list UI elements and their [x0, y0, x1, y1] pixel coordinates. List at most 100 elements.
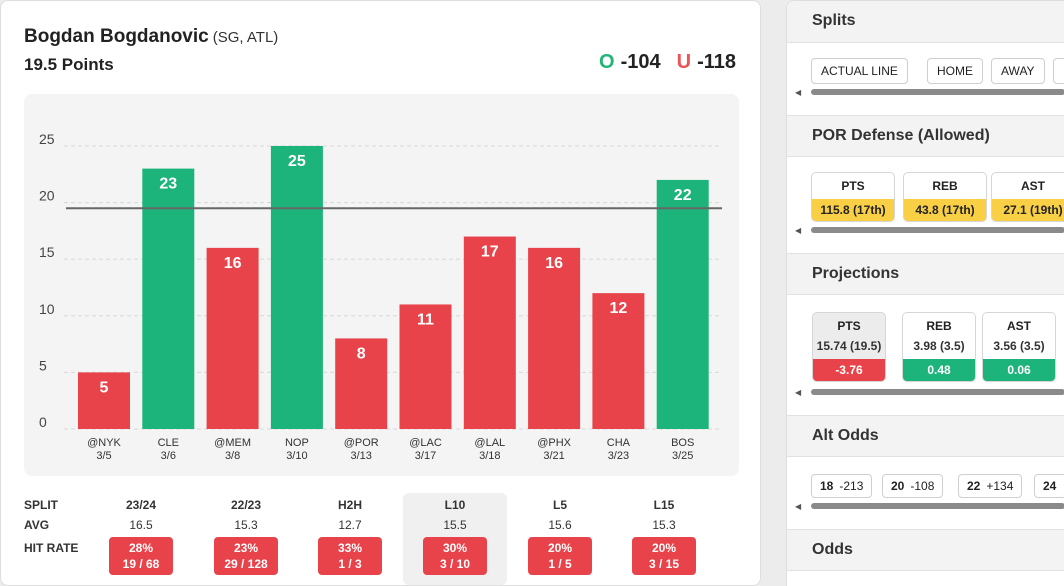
bar-value-label: 16 [545, 255, 563, 272]
projection-diff: 0.48 [903, 359, 975, 381]
defense-stat-reb[interactable]: REB 43.8 (17th) [903, 172, 987, 222]
y-tick-label: 10 [39, 301, 55, 317]
x-tick-label: CLE [158, 437, 179, 449]
bar-bos[interactable] [656, 179, 709, 429]
x-tick-date: 3/23 [608, 450, 629, 462]
splits-table: SPLIT AVG HIT RATE 23/24 16.5 28% 19 / 68 22… [24, 493, 739, 585]
away-button[interactable]: AWAY [991, 58, 1045, 84]
odds-section-header: Odds [787, 529, 1064, 571]
bar-at-lac[interactable] [399, 304, 452, 429]
scrollbar-thumb[interactable] [811, 389, 1064, 395]
hit-rate-fraction: 3 / 10 [439, 557, 471, 571]
x-tick-label: @POR [344, 437, 379, 449]
bar-cha[interactable] [592, 293, 645, 429]
prop-line-label: 19.5 Points [24, 55, 114, 74]
bar-at-phx[interactable] [528, 247, 581, 429]
split-header: 22/23 [230, 498, 262, 512]
split-avg: 15.3 [234, 518, 258, 532]
alt-line: 22 [967, 479, 981, 493]
split-column-l5[interactable]: L5 15.6 20% 1 / 5 [508, 493, 612, 585]
defense-stat-label: AST [1021, 179, 1045, 193]
bar-value-label: 25 [288, 153, 306, 170]
over-icon: O [599, 51, 615, 73]
under-odds[interactable]: -118 [697, 51, 736, 73]
split-column-l10[interactable]: L10 15.5 30% 3 / 10 [403, 493, 507, 585]
hit-rate-percent: 23% [233, 541, 259, 555]
sidebar-panel: Splits ACTUAL LINE HOME AWAY ◀ POR Defen… [786, 0, 1064, 586]
hit-rate-percent: 33% [337, 541, 363, 555]
projection-pts[interactable]: PTS 15.74 (19.5) -3.76 [812, 312, 886, 382]
alt-odds-option[interactable]: 20 -108 [882, 474, 944, 498]
scroll-left-arrow-icon[interactable]: ◀ [795, 226, 802, 235]
y-tick-label: 0 [39, 414, 47, 430]
defense-stat-value: 43.8 (17th) [904, 199, 986, 221]
splits-scrollbar[interactable]: ◀ [795, 87, 1064, 97]
more-split-button[interactable] [1053, 58, 1064, 84]
x-tick-label: @NYK [87, 437, 121, 449]
bar-value-label: 11 [417, 311, 434, 328]
projection-value: 3.56 (3.5) [993, 339, 1045, 353]
bar-nop[interactable] [270, 145, 323, 429]
scroll-left-arrow-icon[interactable]: ◀ [795, 388, 802, 397]
defense-stat-ast[interactable]: AST 27.1 (19th) [991, 172, 1064, 222]
alt-odds-scrollbar[interactable]: ◀ [795, 501, 1064, 511]
x-tick-label: @MEM [214, 437, 251, 449]
alt-line: 18 [820, 479, 834, 493]
x-tick-date: 3/5 [96, 450, 111, 462]
projection-label: REB [926, 319, 952, 333]
split-column-h2h[interactable]: H2H 12.7 33% 1 / 3 [298, 493, 402, 585]
scroll-left-arrow-icon[interactable]: ◀ [795, 502, 802, 511]
split-column-l15[interactable]: L15 15.3 20% 3 / 15 [612, 493, 716, 585]
projection-value: 15.74 (19.5) [816, 339, 882, 353]
bar-value-label: 8 [357, 345, 366, 362]
scroll-left-arrow-icon[interactable]: ◀ [795, 88, 802, 97]
split-avg: 15.5 [443, 518, 467, 532]
y-tick-label: 20 [39, 188, 55, 204]
split-hit-rate: 30% 3 / 10 [423, 537, 487, 575]
defense-section-header: POR Defense (Allowed) [787, 115, 1064, 157]
split-hit-rate: 20% 1 / 5 [528, 537, 592, 575]
odds-section-title: Odds [812, 541, 853, 558]
alt-line: 24 [1043, 479, 1057, 493]
projection-reb[interactable]: REB 3.98 (3.5) 0.48 [902, 312, 976, 382]
defense-scrollbar[interactable]: ◀ [795, 225, 1064, 235]
scrollbar-thumb[interactable] [811, 227, 1064, 233]
alt-odds-option[interactable]: 22 +134 [958, 474, 1023, 498]
projection-ast[interactable]: AST 3.56 (3.5) 0.06 [982, 312, 1056, 382]
projection-diff: -3.76 [813, 359, 885, 381]
split-hit-rate: 28% 19 / 68 [109, 537, 173, 575]
bar-at-por[interactable] [335, 338, 388, 429]
split-column-2223[interactable]: 22/23 15.3 23% 29 / 128 [194, 493, 298, 585]
bar-at-lal[interactable] [463, 236, 516, 429]
scrollbar-thumb[interactable] [811, 503, 1064, 509]
actual-line-button[interactable]: ACTUAL LINE [811, 58, 908, 84]
alt-line: 20 [891, 479, 905, 493]
scrollbar-thumb[interactable] [811, 89, 1064, 95]
hit-rate-percent: 28% [128, 541, 154, 555]
x-tick-label: NOP [285, 437, 309, 449]
over-odds[interactable]: -104 [620, 51, 661, 73]
player-prop-card: Bogdan Bogdanovic (SG, ATL) 19.5 Points O… [0, 0, 761, 586]
under-icon: U [676, 51, 692, 73]
split-header: L10 [444, 498, 466, 512]
x-tick-label: @PHX [537, 437, 571, 449]
split-avg: 12.7 [338, 518, 362, 532]
projections-scrollbar[interactable]: ◀ [795, 387, 1064, 397]
split-row-label: SPLIT [24, 498, 59, 512]
alt-odds-section-title: Alt Odds [812, 427, 879, 444]
bar-at-nyk[interactable] [78, 372, 130, 429]
defense-stat-label: REB [932, 179, 958, 193]
split-header: 23/24 [125, 498, 157, 512]
bar-at-mem[interactable] [206, 247, 259, 429]
projections-section-header: Projections [787, 253, 1064, 295]
split-avg: 15.3 [652, 518, 676, 532]
defense-stat-pts[interactable]: PTS 115.8 (17th) [811, 172, 895, 222]
alt-odds-value: -108 [910, 479, 935, 493]
split-column-2324[interactable]: 23/24 16.5 28% 19 / 68 [89, 493, 193, 585]
home-button[interactable]: HOME [927, 58, 983, 84]
x-tick-label: BOS [671, 437, 694, 449]
bar-value-label: 23 [159, 176, 177, 193]
alt-odds-option[interactable]: 18 -213 [811, 474, 873, 498]
bar-cle[interactable] [142, 168, 195, 429]
alt-odds-option[interactable]: 24 [1034, 474, 1064, 498]
